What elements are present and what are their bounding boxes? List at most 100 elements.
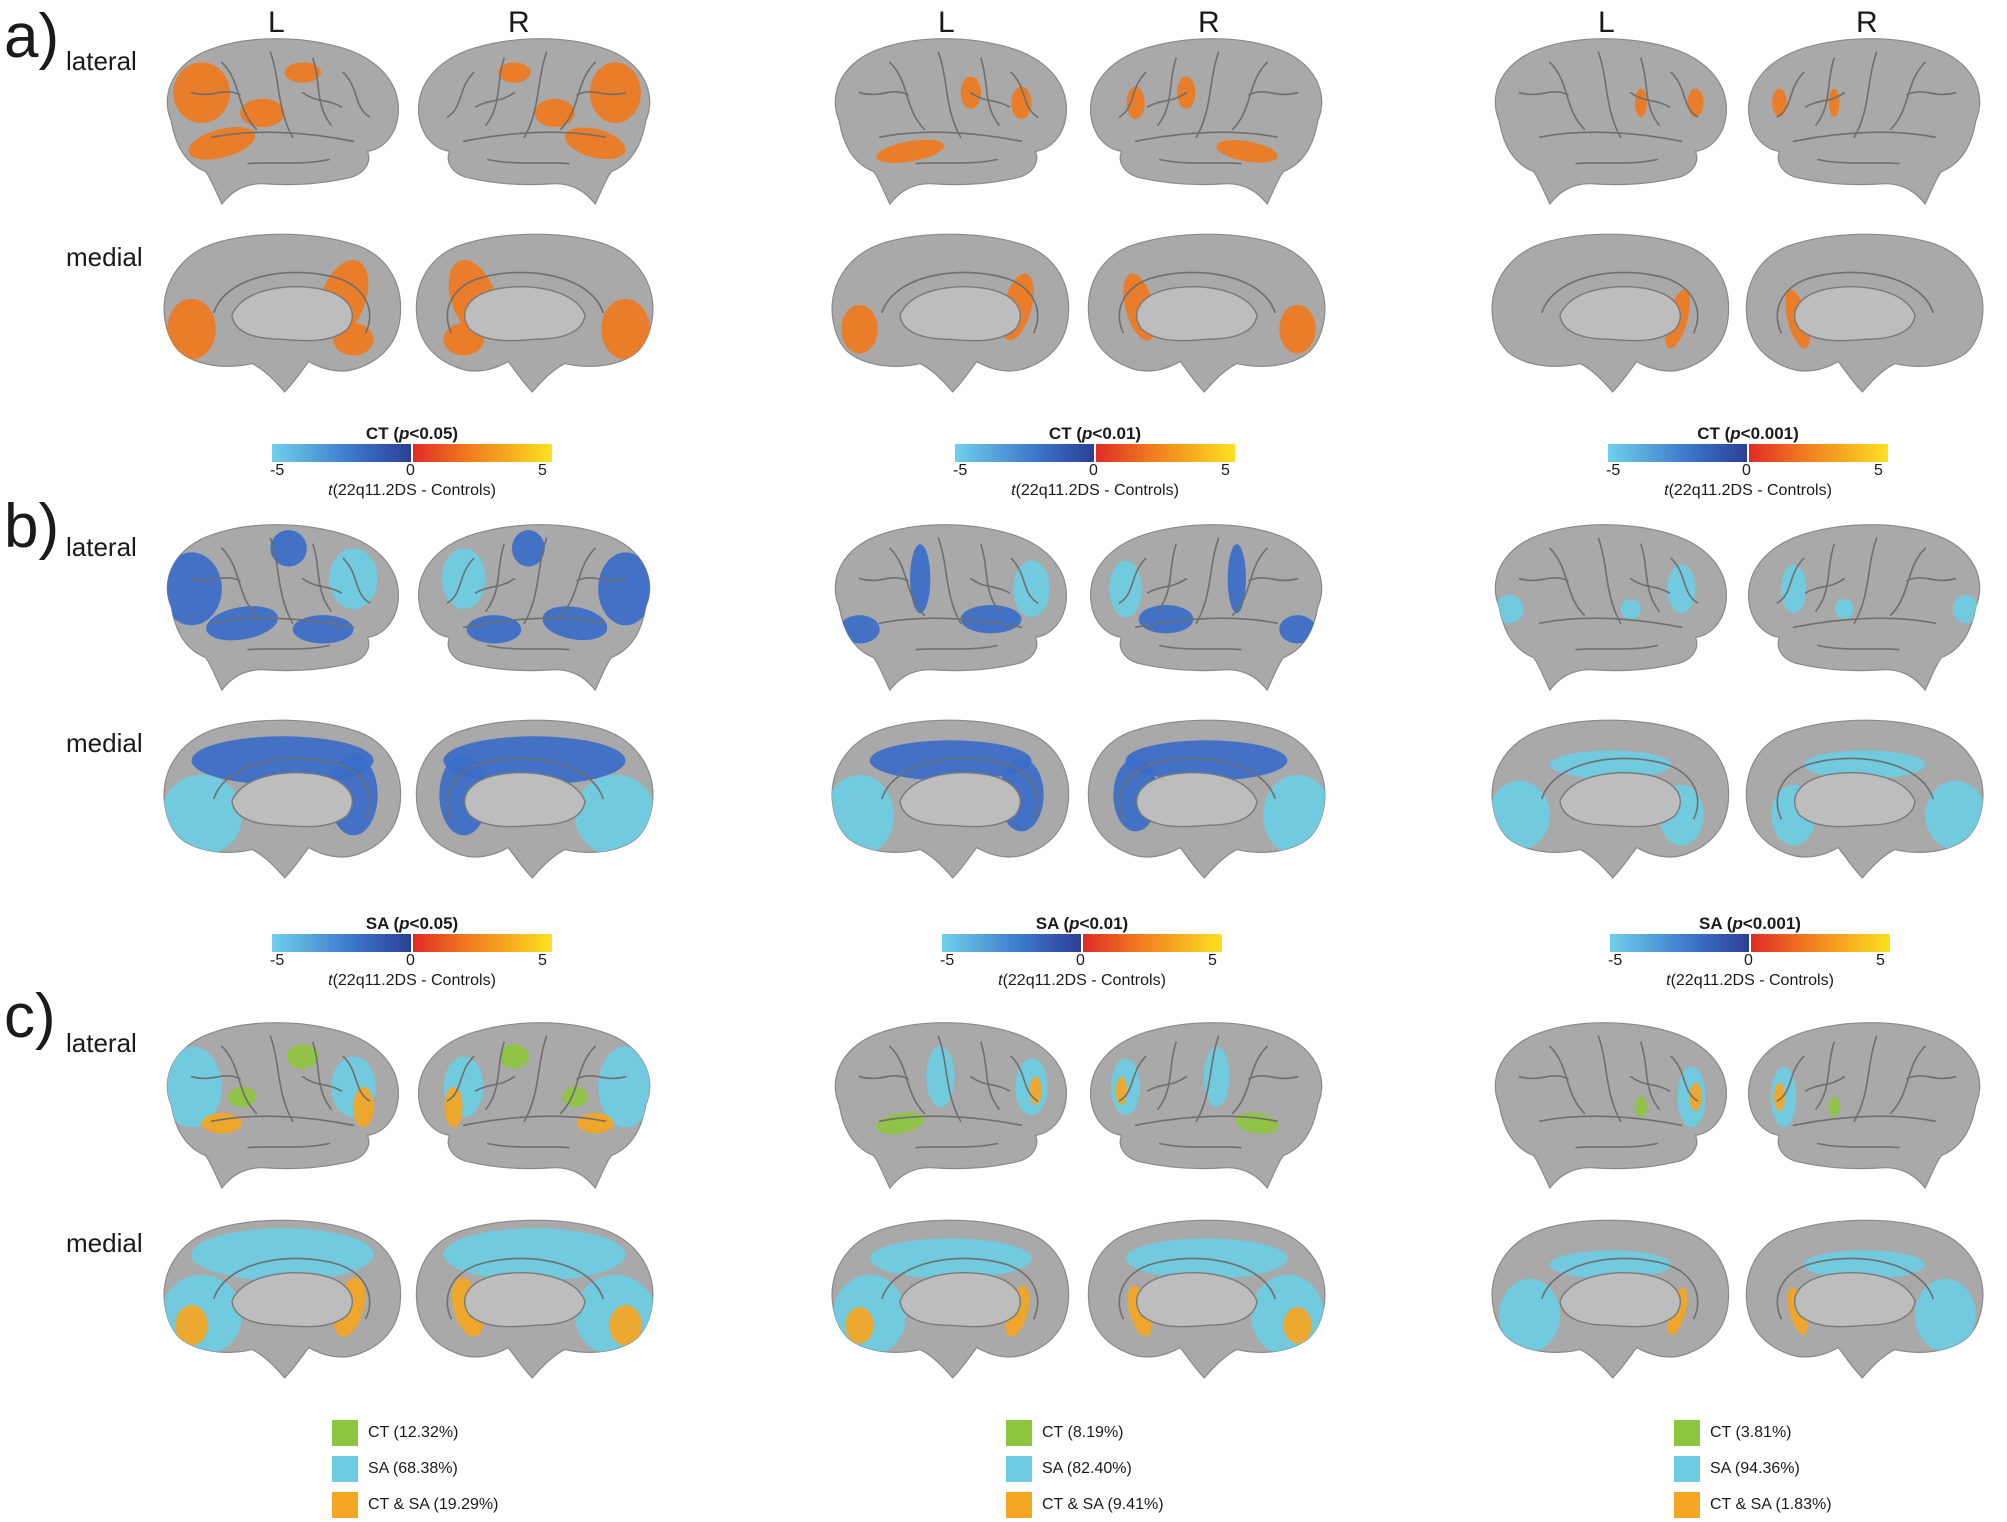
brain-lateral-left-c-1 <box>166 1022 400 1190</box>
sulcus-line <box>1549 547 1586 616</box>
overlay-cluster <box>1216 140 1278 163</box>
corpus-callosum <box>899 286 1021 342</box>
colorbar-tick-zero: 0 <box>406 952 415 969</box>
sulcus-line <box>1248 577 1299 582</box>
colorbar-axis-label: t(22q11.2DS - Controls) <box>998 972 1166 989</box>
overlay-cluster <box>1011 86 1032 120</box>
sulcus-line <box>269 1035 294 1123</box>
sulcus-line <box>221 61 258 130</box>
row-label-medial-b: medial <box>66 728 143 758</box>
sulcus-line <box>485 543 505 612</box>
overlay-cluster <box>441 548 486 610</box>
colorbar-axis-label: t(22q11.2DS - Controls) <box>1666 972 1834 989</box>
sulcus-line <box>1597 1035 1622 1123</box>
sulcus-line <box>474 1075 516 1092</box>
sulcus-line <box>1640 543 1660 612</box>
colorbar-title: SA (p<0.01) <box>1035 914 1129 933</box>
brain-medial-left-b-3 <box>1491 719 1730 879</box>
overlay-cluster <box>876 139 945 164</box>
overlay-cluster <box>910 544 931 614</box>
overlay-cluster <box>1549 1250 1672 1279</box>
overlay-cluster <box>1029 1076 1042 1106</box>
sulcus-line <box>247 1142 330 1149</box>
overlay-cluster <box>609 1305 642 1346</box>
overlay-cluster <box>1835 598 1854 620</box>
overlay-cluster <box>1828 88 1840 117</box>
sulcus-line <box>1146 1075 1188 1092</box>
sulcus-line <box>1853 537 1878 625</box>
overlay-cluster <box>1620 598 1641 620</box>
sulcus-line <box>247 644 330 651</box>
colorbar-gradient <box>942 934 1222 952</box>
overlay-cluster <box>1803 1250 1926 1279</box>
sulcus-line <box>212 757 371 820</box>
brain-lateral-right-a-2 <box>1089 38 1323 206</box>
sulcus-line <box>446 1257 605 1320</box>
sulcus-line <box>485 57 505 126</box>
sulcus-line <box>523 537 548 625</box>
sulcus-line <box>1776 1257 1935 1320</box>
brain-medial-right-c-2 <box>1087 1219 1326 1379</box>
overlay-cluster <box>1227 544 1246 614</box>
sulcus-line <box>1804 91 1846 108</box>
overlay-cluster <box>1499 1278 1560 1352</box>
colorbar-ct-p001: CT (p<0.001) -5 0 5 t(22q11.2DS - Contro… <box>1606 424 1888 500</box>
legend-label: CT (3.81%) <box>1710 1424 1792 1441</box>
hemisphere-label-left-1: L <box>268 6 285 39</box>
colorbar-tick-min: -5 <box>1606 462 1621 479</box>
overlay-cluster <box>499 1044 529 1069</box>
sulcus-line <box>1906 577 1957 582</box>
overlay-cluster <box>589 62 641 124</box>
sulcus-line <box>342 71 371 118</box>
overlay-cluster <box>497 62 531 83</box>
corpus-callosum <box>231 1272 353 1328</box>
sulcus-line <box>576 91 627 96</box>
colorbar-tick-max: 5 <box>1876 952 1885 969</box>
colorbar-tick-min: -5 <box>940 952 955 969</box>
sulcus-line <box>1629 577 1671 594</box>
overlay-cluster <box>1687 88 1704 117</box>
sulcus-line <box>474 577 516 594</box>
sulcus-line <box>342 557 371 604</box>
colorbar-tick-zero: 0 <box>406 462 415 479</box>
sulcus-line <box>1889 1045 1926 1114</box>
sulcus-line <box>937 51 962 139</box>
overlay-cluster <box>167 1046 222 1128</box>
colorbar-tick-min: -5 <box>953 462 968 479</box>
overlay-cluster <box>206 606 279 641</box>
brain-surface <box>834 38 1068 206</box>
sulcus-line <box>1776 1055 1805 1102</box>
colorbar-title: CT (p<0.05) <box>365 424 459 443</box>
sulcus-line <box>301 577 343 594</box>
overlay-cluster <box>1915 1278 1976 1352</box>
sulcus-line <box>969 1075 1011 1092</box>
overlay-cluster <box>832 774 894 856</box>
overlay-cluster <box>1667 564 1696 614</box>
brain-medial-right-b-2 <box>1087 719 1326 879</box>
overlay-cluster <box>227 1086 257 1108</box>
legend-swatch-both <box>1674 1492 1700 1518</box>
colorbar-ct-p05: CT (p<0.05) -5 0 5 t(22q11.2DS - Control… <box>270 424 552 500</box>
colorbar-gradient <box>1608 444 1888 462</box>
overlay-cluster <box>1126 86 1145 120</box>
row-label-lateral-c: lateral <box>66 1028 137 1058</box>
sulcus-line <box>1549 61 1586 130</box>
sulcus-line <box>1159 644 1242 651</box>
sulcus-line <box>301 91 343 108</box>
sulcus-line <box>880 1257 1039 1320</box>
overlay-cluster <box>286 1044 319 1069</box>
sulcus-line <box>576 577 627 582</box>
legend-swatch-both <box>332 1492 358 1518</box>
overlay-cluster <box>240 98 285 128</box>
legend-swatch-ct <box>1006 1420 1032 1446</box>
sulcus-line <box>1538 1115 1683 1127</box>
sulcus-line <box>1195 1035 1220 1123</box>
overlay-cluster <box>443 1228 626 1281</box>
sulcus-line <box>880 271 1039 334</box>
brain-lateral-right-c-3 <box>1747 1022 1981 1190</box>
sulcus-line <box>1159 1142 1242 1149</box>
brain-medial-right-c-3 <box>1745 1219 1984 1379</box>
colorbar-title: SA (p<0.05) <box>365 914 459 933</box>
sulcus-line <box>1804 1075 1846 1092</box>
sulcus-line <box>212 271 371 334</box>
